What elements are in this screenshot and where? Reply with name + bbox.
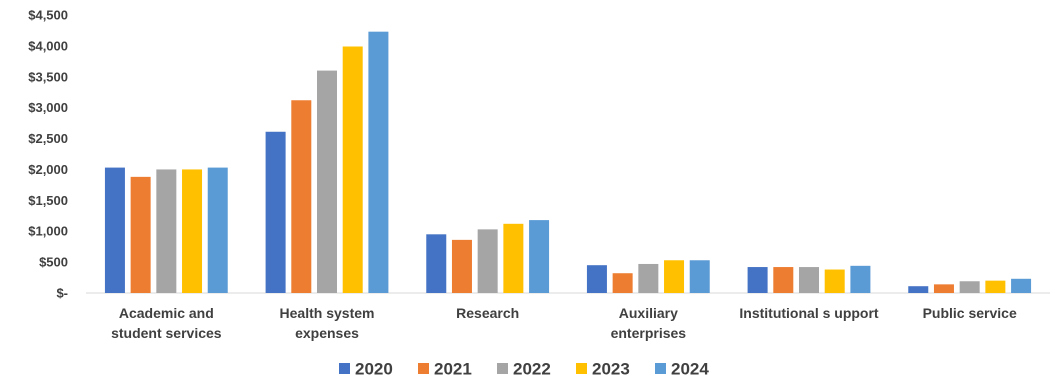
y-tick-label: $2,500 [28, 131, 68, 146]
bar-2020 [426, 234, 447, 293]
y-tick-label: $4,500 [28, 8, 68, 23]
x-category-label: Research [456, 305, 519, 321]
bar-2022 [638, 263, 659, 293]
y-tick-label: $500 [39, 255, 68, 270]
x-category-label: expenses [295, 325, 359, 341]
y-tick-label: $3,000 [28, 100, 68, 115]
bar-2023 [985, 280, 1006, 293]
bar-2021 [451, 239, 472, 293]
bar-2022 [156, 169, 177, 293]
bar-2021 [612, 273, 633, 293]
legend-swatch-2020 [339, 363, 350, 374]
bar-2024 [850, 265, 871, 293]
legend-label: 2021 [434, 360, 472, 379]
bar-2021 [933, 284, 954, 293]
y-tick-label: $3,500 [28, 69, 68, 84]
x-category-label: Health system [280, 305, 375, 321]
bar-2024 [689, 260, 710, 293]
bar-2020 [104, 167, 125, 293]
x-category-label: student services [111, 325, 222, 341]
bar-2022 [317, 70, 337, 293]
y-tick-label: $- [56, 286, 68, 301]
legend-label: 2020 [355, 360, 393, 379]
bar-2020 [265, 131, 286, 293]
bar-2024 [529, 220, 550, 293]
bar-2023 [824, 269, 845, 293]
y-tick-label: $2,000 [28, 162, 68, 177]
x-axis: Academic and student services Health syste… [111, 305, 1017, 341]
bars [104, 31, 1032, 294]
x-category-label: Academic and [119, 305, 214, 321]
legend-label: 2023 [592, 360, 630, 379]
bar-2020 [908, 286, 929, 293]
bar-2024 [207, 167, 228, 293]
bar-2023 [342, 46, 363, 293]
bar-2022 [959, 281, 980, 293]
bar-2022 [799, 267, 819, 293]
legend-swatch-2022 [497, 363, 508, 374]
bar-2020 [747, 267, 768, 293]
y-tick-label: $4,000 [28, 38, 68, 53]
bar-2021 [291, 100, 312, 294]
bar-2021 [773, 267, 794, 293]
bar-2022 [477, 229, 498, 293]
bar-2020 [586, 265, 607, 293]
legend: 2020 2021 2022 2023 2024 [339, 360, 709, 379]
bar-2023 [664, 260, 685, 293]
legend-label: 2022 [513, 360, 551, 379]
bar-2023 [182, 169, 203, 293]
x-category-label: Public service [923, 305, 1017, 321]
x-category-label: enterprises [611, 325, 687, 341]
legend-swatch-2023 [576, 363, 587, 374]
y-tick-label: $1,500 [28, 193, 68, 208]
bar-2024 [1011, 278, 1032, 293]
legend-label: 2024 [671, 360, 709, 379]
y-axis: $- $500 $1,000 $1,500 $2,000 $2,500 $3,000 $3,5… [28, 8, 68, 301]
legend-swatch-2024 [655, 363, 666, 374]
bar-2024 [368, 31, 389, 294]
x-category-label: Institutional s upport [739, 305, 879, 321]
bar-2023 [503, 223, 524, 293]
legend-swatch-2021 [418, 363, 429, 374]
x-category-label: Auxiliary [619, 305, 678, 321]
bar-2021 [130, 176, 151, 293]
y-tick-label: $1,000 [28, 224, 68, 239]
